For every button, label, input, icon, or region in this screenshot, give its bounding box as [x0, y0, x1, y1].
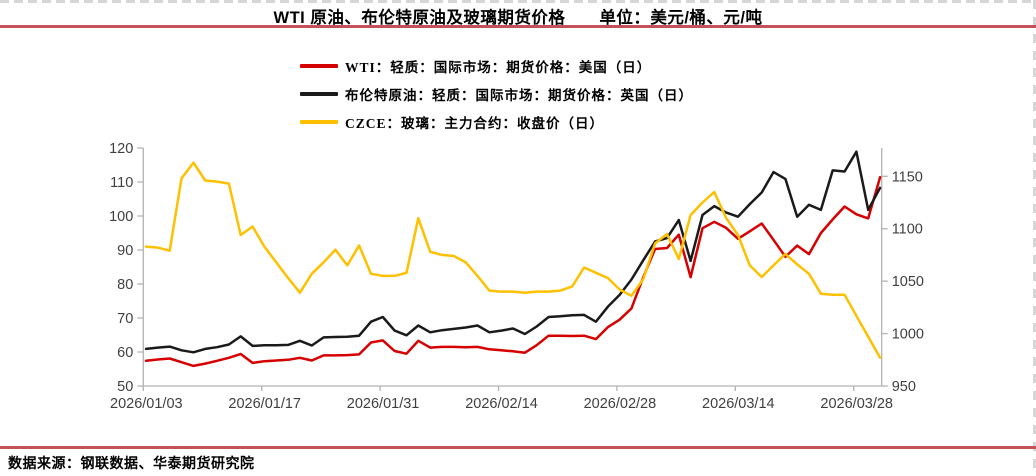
footer-divider-rule	[0, 446, 1036, 449]
page-top-dashed-border	[0, 0, 1036, 3]
x-axis-label: 2026/02/28	[584, 396, 657, 412]
right-axis-label: 1150	[892, 169, 923, 185]
left-axis-label: 60	[117, 345, 133, 361]
x-axis-label: 2026/01/31	[347, 396, 420, 412]
x-axis-label: 2026/01/03	[110, 396, 183, 412]
data-source: 数据来源：钢联数据、华泰期货研究院	[8, 455, 255, 471]
glass-line	[144, 161, 882, 359]
right-axis-label: 1100	[892, 222, 923, 238]
left-axis-label: 120	[109, 141, 133, 157]
right-axis-label: 1000	[892, 327, 924, 343]
page-right-dashed-border	[1033, 0, 1036, 476]
left-axis-label: 90	[117, 243, 133, 259]
wti-line	[144, 175, 882, 368]
legend-item-brent: 布伦特原油：轻质：国际市场：期货价格：英国（日）	[300, 80, 693, 108]
left-axis-label: 70	[117, 311, 133, 327]
left-axis-label: 110	[110, 175, 133, 191]
brent-line	[144, 150, 882, 354]
legend-label-glass: CZCE：玻璃：主力合约：收盘价（日）	[345, 116, 605, 131]
left-axis-label: 80	[117, 277, 133, 293]
chart-unit-label: 单位：美元/桶、元/吨	[599, 9, 763, 27]
legend-item-glass: CZCE：玻璃：主力合约：收盘价（日）	[300, 108, 693, 136]
x-axis-label: 2026/03/14	[702, 396, 775, 412]
x-axis-label: 2026/03/28	[820, 396, 893, 412]
title-divider-rule	[0, 25, 1036, 28]
x-axis-label: 2026/01/17	[228, 396, 301, 412]
chart-title-text: WTI 原油、布伦特原油及玻璃期货价格	[273, 9, 566, 27]
x-axis-label: 2026/02/14	[465, 396, 538, 412]
legend-item-wti: WTI：轻质：国际市场：期货价格：美国（日）	[300, 52, 693, 80]
chart-title: WTI 原油、布伦特原油及玻璃期货价格 单位：美元/桶、元/吨	[0, 4, 1036, 28]
brent-line-swatch	[300, 92, 338, 96]
left-axis-label: 50	[117, 379, 133, 395]
right-axis-label: 1050	[892, 274, 924, 290]
glass-line-swatch	[300, 120, 338, 124]
legend-label-wti: WTI：轻质：国际市场：期货价格：美国（日）	[345, 60, 652, 75]
chart-legend: WTI：轻质：国际市场：期货价格：美国（日） 布伦特原油：轻质：国际市场：期货价…	[300, 52, 693, 136]
wti-line-swatch	[300, 64, 338, 68]
right-axis-label: 950	[892, 379, 916, 395]
left-axis-label: 100	[109, 209, 133, 225]
legend-label-brent: 布伦特原油：轻质：国际市场：期货价格：英国（日）	[345, 88, 693, 103]
